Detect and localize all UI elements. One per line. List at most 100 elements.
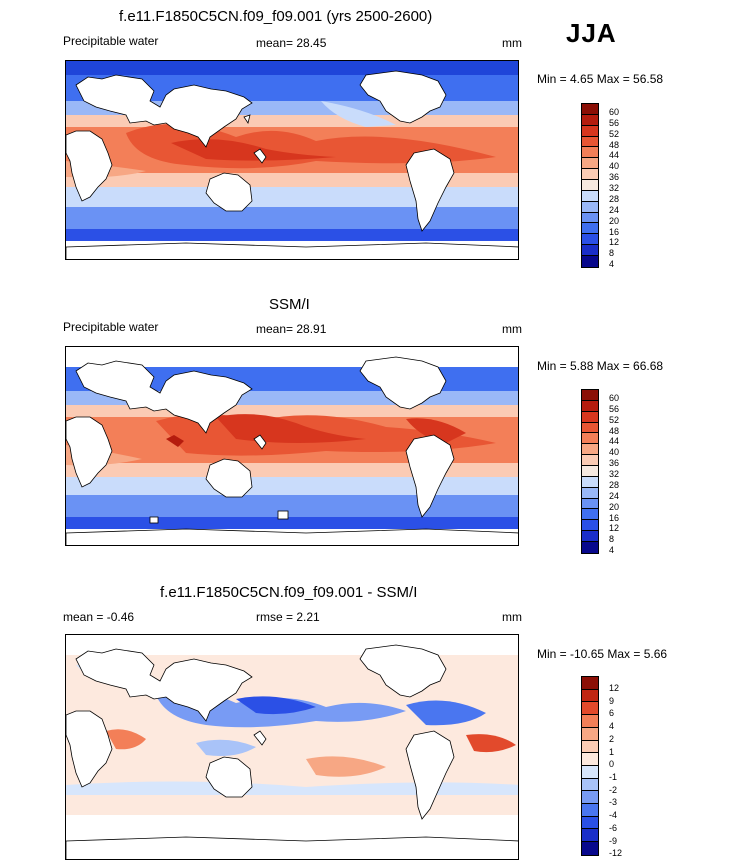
colorbar-box [582, 444, 598, 456]
colorbar-tick-label: 20 [609, 501, 620, 512]
colorbar-box [582, 753, 598, 766]
colorbar-box [582, 498, 598, 510]
colorbar-box [582, 400, 598, 412]
colorbar-box [582, 245, 598, 257]
colorbar-tick-label: 44 [609, 150, 620, 161]
colorbar-tick-label: 52 [609, 414, 620, 425]
panel-3-continents [66, 644, 518, 859]
panel-2-minmax-label: Min = 5.88 Max = 66.68 [537, 359, 664, 373]
colorbar-box [582, 390, 598, 401]
colorbar-tick-label: -6 [609, 822, 618, 833]
panel-1-map [65, 60, 519, 260]
colorbar-box [582, 487, 598, 499]
colorbar-tick-label: 4 [609, 721, 615, 732]
colorbar-tick-label: -4 [609, 810, 618, 821]
colorbar-tick-label: 1 [609, 746, 615, 757]
colorbar-box [582, 531, 598, 543]
panel-3-title: f.e11.F1850C5CN.f09_f09.001 - SSM/I [160, 584, 418, 601]
colorbar-box [582, 509, 598, 521]
colorbar-tick-label: 56 [609, 403, 620, 414]
colorbar-box [582, 778, 598, 792]
colorbar-box [582, 727, 598, 741]
colorbar-box [582, 169, 598, 181]
panel-2-title: SSM/I [269, 296, 310, 313]
colorbar-box [582, 223, 598, 235]
panel-2-variable-label: Precipitable water [63, 320, 159, 334]
colorbar-box [582, 147, 598, 159]
colorbar-tick-label: 24 [609, 490, 620, 501]
colorbar-tick-label: -1 [609, 772, 618, 782]
colorbar-box [582, 234, 598, 246]
panel-2-colorbar [581, 389, 599, 554]
colorbar-tick-label: 36 [609, 172, 620, 183]
colorbar-tick-label: 12 [609, 237, 620, 248]
season-label: JJA [566, 18, 617, 48]
colorbar-box [582, 715, 598, 728]
panel-1-colorbar [581, 103, 599, 268]
colorbar-box [582, 136, 598, 148]
colorbar-tick-label: 48 [609, 425, 620, 436]
colorbar-tick-label: 12 [609, 683, 620, 693]
colorbar-box [582, 804, 598, 817]
panel-3-rmse-label: rmse = 2.21 [256, 610, 320, 624]
panel-3-minmax-label: Min = -10.65 Max = 5.66 [537, 647, 668, 661]
colorbar-box [582, 180, 598, 191]
panel-2-continents [66, 356, 518, 545]
colorbar-box [582, 411, 598, 423]
colorbar-tick-label: 36 [609, 458, 620, 469]
colorbar-box [582, 677, 598, 690]
colorbar-box [582, 829, 598, 843]
colorbar-box [582, 476, 598, 488]
panel-2-map [65, 346, 519, 546]
colorbar-tick-label: 40 [609, 447, 620, 458]
colorbar-box [582, 765, 598, 779]
panel-3-units-label: mm [502, 610, 522, 624]
colorbar-box [582, 256, 598, 267]
colorbar-tick-label: 16 [609, 226, 620, 237]
colorbar-tick-label: 52 [609, 128, 620, 139]
colorbar-box [582, 422, 598, 434]
colorbar-box [582, 433, 598, 445]
colorbar-tick-label: 44 [609, 436, 620, 447]
colorbar-tick-label: 40 [609, 161, 620, 172]
panel-2-mean-label: mean= 28.91 [256, 322, 327, 336]
colorbar-tick-label: 28 [609, 193, 620, 204]
colorbar-box [582, 816, 598, 830]
colorbar-tick-label: 0 [609, 759, 615, 770]
panel-3-colorbar [581, 676, 599, 856]
colorbar-tick-label: 48 [609, 139, 620, 150]
colorbar-box [582, 842, 598, 855]
panel-1-continents [66, 70, 518, 259]
panel-3-map [65, 634, 519, 860]
colorbar-tick-label: 8 [609, 248, 615, 259]
colorbar-box [582, 791, 598, 805]
colorbar-box [582, 740, 598, 754]
panel-2-units-label: mm [502, 322, 522, 336]
colorbar-box [582, 520, 598, 532]
colorbar-tick-label: 2 [609, 733, 615, 744]
colorbar-tick-label: 9 [609, 695, 615, 706]
colorbar-box [582, 201, 598, 213]
colorbar-tick-label: 4 [609, 259, 615, 270]
colorbar-box [582, 455, 598, 467]
colorbar-box [582, 190, 598, 202]
colorbar-tick-label: 6 [609, 708, 615, 719]
colorbar-tick-label: 8 [609, 534, 615, 545]
colorbar-tick-label: -3 [609, 797, 618, 808]
colorbar-box [582, 542, 598, 553]
colorbar-box [582, 689, 598, 703]
colorbar-box [582, 702, 598, 716]
panel-1-units-label: mm [502, 36, 522, 50]
colorbar-tick-label: 32 [609, 469, 620, 480]
colorbar-tick-label: -2 [609, 784, 618, 795]
colorbar-tick-label: 60 [609, 107, 620, 117]
colorbar-box [582, 158, 598, 170]
colorbar-tick-label: 60 [609, 393, 620, 403]
panel-1-minmax-label: Min = 4.65 Max = 56.58 [537, 72, 664, 86]
colorbar-tick-label: 32 [609, 183, 620, 194]
colorbar-tick-label: 12 [609, 523, 620, 534]
colorbar-box [582, 125, 598, 137]
colorbar-box [582, 104, 598, 115]
colorbar-box [582, 466, 598, 477]
colorbar-tick-label: 28 [609, 479, 620, 490]
